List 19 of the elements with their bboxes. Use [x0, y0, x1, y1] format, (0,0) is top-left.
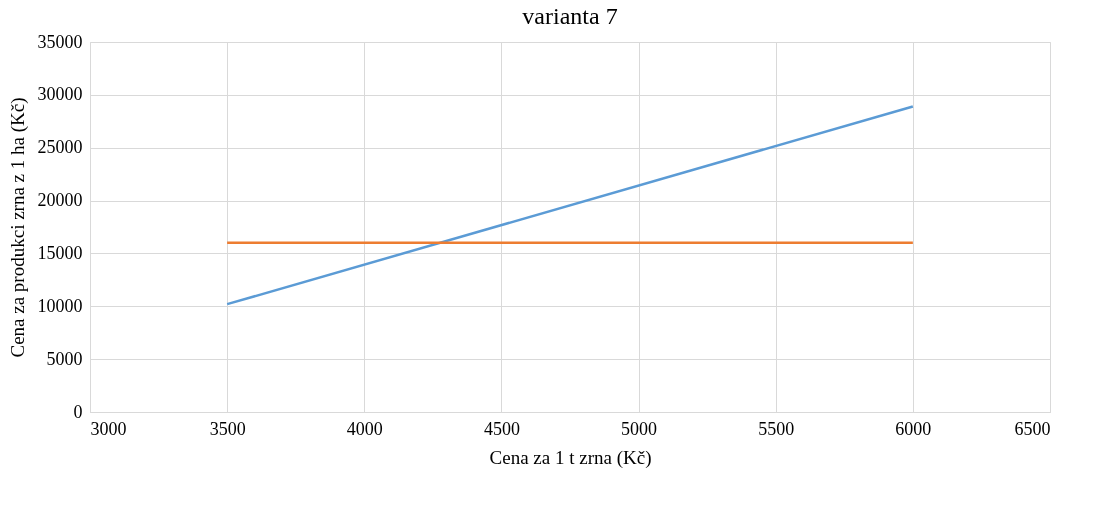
x-tick-label: 6000 [895, 418, 932, 439]
x-tick-label: 4000 [346, 418, 383, 439]
y-tick-label: 5000 [46, 348, 83, 369]
y-tick-label: 30000 [37, 84, 83, 105]
chart-title: varianta 7 [522, 3, 618, 29]
x-tick-label: 6500 [1014, 418, 1051, 439]
y-tick-label: 35000 [37, 31, 83, 52]
x-tick-label: 5500 [758, 418, 795, 439]
x-tick-label: 5000 [621, 418, 658, 439]
x-tick-label: 3000 [90, 418, 127, 439]
y-tick-label: 25000 [37, 137, 83, 158]
y-tick-label: 20000 [37, 190, 83, 211]
y-tick-label: 10000 [37, 295, 83, 316]
y-tick-label: 0 [73, 401, 83, 422]
x-axis-title: Cena za 1 t zrna (Kč) [489, 446, 652, 469]
x-tick-label: 4500 [483, 418, 520, 439]
y-tick-label: 15000 [37, 242, 83, 263]
y-axis-title: Cena za produkci zrna z 1 ha (Kč) [6, 97, 29, 358]
x-tick-label: 3500 [209, 418, 246, 439]
